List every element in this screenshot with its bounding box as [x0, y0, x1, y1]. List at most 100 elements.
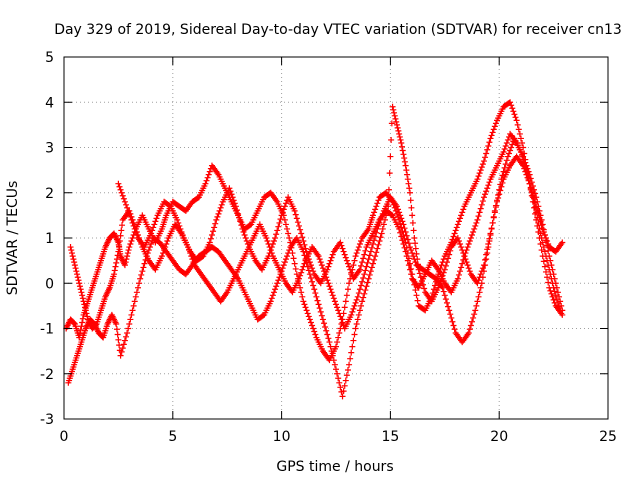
data-point: [322, 323, 329, 330]
data-point: [361, 290, 368, 297]
data-point: [229, 194, 236, 201]
data-point: [115, 248, 122, 255]
data-point: [486, 238, 493, 245]
data-point: [339, 319, 346, 326]
data-point: [240, 228, 247, 235]
data-point: [247, 222, 254, 229]
data-point: [400, 221, 407, 228]
data-point: [479, 265, 486, 272]
data-point: [309, 322, 316, 329]
data-point: [537, 212, 544, 219]
data-point: [312, 331, 319, 338]
data-point: [467, 322, 474, 329]
data-point: [319, 316, 326, 323]
data-point: [293, 215, 300, 222]
data-point: [334, 339, 341, 346]
data-point: [352, 253, 359, 260]
data-point: [492, 120, 499, 127]
data-point: [466, 268, 473, 275]
data-point: [268, 295, 275, 302]
data-point: [347, 355, 354, 362]
data-point: [306, 259, 313, 266]
data-point: [268, 244, 275, 251]
data-point: [296, 275, 303, 282]
data-point: [124, 330, 131, 337]
data-point: [194, 195, 201, 202]
data-point: [305, 313, 312, 320]
data-point: [536, 207, 543, 214]
data-point: [286, 247, 293, 254]
data-point: [355, 311, 362, 318]
data-point: [455, 238, 462, 245]
data-point: [362, 247, 369, 254]
data-point: [483, 150, 490, 157]
y-tick-label: -2: [40, 367, 54, 383]
data-point: [212, 220, 219, 227]
data-point: [449, 318, 456, 325]
data-point: [78, 323, 85, 330]
data-point: [500, 168, 507, 175]
data-point: [127, 213, 134, 220]
data-point: [280, 206, 287, 213]
data-point: [413, 250, 420, 257]
data-point: [128, 311, 135, 318]
data-point: [495, 192, 502, 199]
data-point: [293, 271, 300, 278]
data-point: [153, 215, 160, 222]
data-point: [451, 230, 458, 237]
data-point: [291, 260, 298, 267]
data-point: [215, 210, 222, 217]
data-point: [480, 158, 487, 165]
data-point: [242, 235, 249, 241]
data-point: [281, 259, 288, 266]
data-point: [393, 118, 400, 125]
data-point: [78, 289, 85, 296]
data-point: [356, 286, 363, 293]
data-point: [325, 335, 332, 342]
data-point: [116, 183, 123, 190]
data-point: [378, 230, 385, 237]
data-point: [123, 256, 130, 263]
data-point: [344, 286, 351, 293]
data-point: [132, 228, 139, 235]
data-point: [307, 262, 314, 269]
data-point: [463, 259, 470, 266]
data-point: [545, 279, 552, 286]
data-point: [497, 187, 504, 194]
data-point: [466, 238, 473, 245]
data-point: [217, 204, 224, 211]
data-point: [445, 255, 452, 262]
data-point: [277, 216, 284, 223]
data-point: [311, 286, 318, 293]
data-point: [72, 265, 79, 272]
data-point: [379, 225, 386, 232]
data-point: [487, 135, 494, 142]
data-point: [118, 189, 125, 196]
data-point: [514, 121, 521, 128]
data-point: [325, 280, 332, 287]
data-point: [550, 271, 557, 278]
data-point: [125, 207, 132, 214]
data-point: [202, 180, 209, 187]
data-point: [492, 202, 499, 209]
data-point: [485, 244, 492, 251]
data-point: [454, 235, 461, 241]
data-point: [333, 366, 339, 373]
data-point: [396, 133, 403, 140]
data-point: [116, 342, 123, 349]
data-point: [321, 320, 328, 327]
data-point: [356, 307, 363, 314]
data-point: [380, 221, 387, 228]
data-point: [71, 259, 78, 266]
data-point: [113, 256, 120, 263]
data-point: [148, 230, 155, 237]
data-point: [511, 111, 518, 118]
data-point: [297, 272, 304, 279]
data-point: [411, 256, 418, 263]
data-point: [546, 253, 553, 260]
data-point: [499, 172, 506, 179]
data-point: [126, 244, 133, 251]
data-point: [127, 316, 134, 323]
data-point: [77, 327, 84, 334]
data-point: [404, 236, 411, 243]
